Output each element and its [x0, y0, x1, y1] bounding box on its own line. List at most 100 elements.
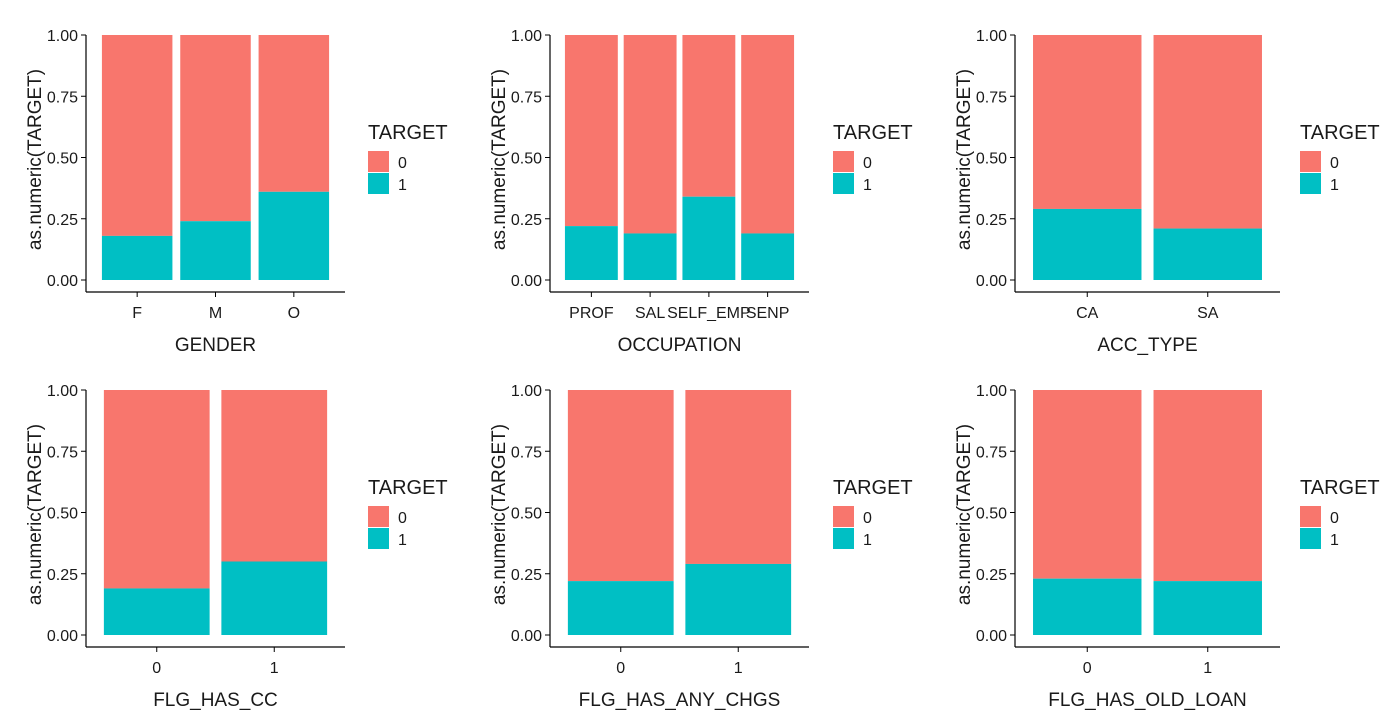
bar-target-1 — [221, 561, 328, 635]
bar-target-0 — [682, 35, 736, 197]
legend-title: TARGET — [833, 477, 913, 499]
bar-target-1 — [564, 226, 618, 280]
legend-title: TARGET — [368, 477, 448, 499]
bar-target-0 — [1153, 390, 1262, 582]
y-tick-label: 0.00 — [47, 273, 78, 290]
y-tick-label: 1.00 — [976, 28, 1007, 45]
legend-swatch-1 — [833, 173, 854, 194]
chart-panel-3: CA SA 0.00 0.25 0.50 0.75 1.00 ACC_TYPE as.numer… — [954, 28, 1380, 356]
y-tick-label: 0.25 — [511, 212, 542, 229]
bar-target-0 — [741, 35, 795, 234]
legend: TARGET 0 1 — [368, 122, 448, 194]
legend-label-0: 0 — [398, 510, 407, 527]
bar-target-1 — [1033, 578, 1142, 635]
bar-target-1 — [258, 191, 330, 280]
legend-label-0: 0 — [1330, 155, 1339, 172]
x-tick-label: SENP — [746, 305, 790, 322]
y-axis-title: as.numeric(TARGET) — [25, 424, 46, 605]
legend-label-1: 1 — [1330, 177, 1339, 194]
legend-swatch-0 — [833, 506, 854, 527]
legend-swatch-1 — [1300, 173, 1321, 194]
x-tick-label: 0 — [152, 660, 161, 677]
y-tick-label: 0.00 — [511, 273, 542, 290]
y-tick-label: 0.50 — [47, 151, 78, 168]
bar-target-0 — [103, 390, 210, 589]
y-tick-label: 0.50 — [976, 506, 1007, 523]
legend-swatch-0 — [368, 506, 389, 527]
bar-target-0 — [623, 35, 677, 234]
x-tick-label: 0 — [616, 660, 625, 677]
bar-target-0 — [258, 35, 330, 192]
chart-panel-6: 0 1 0.00 0.25 0.50 0.75 1.00 FLG_HAS_OLD_LOAN as… — [954, 383, 1380, 711]
y-axis-title: as.numeric(TARGET) — [25, 69, 46, 250]
y-tick-label: 0.50 — [511, 506, 542, 523]
legend-label-1: 1 — [1330, 532, 1339, 549]
y-tick-label: 0.00 — [47, 628, 78, 645]
legend: TARGET 0 1 — [1300, 477, 1380, 549]
legend-swatch-0 — [368, 151, 389, 172]
x-tick-label: 1 — [734, 660, 743, 677]
bar-target-0 — [1033, 35, 1142, 209]
x-tick-label: CA — [1076, 305, 1099, 322]
legend-title: TARGET — [1300, 122, 1380, 144]
legend: TARGET 0 1 — [1300, 122, 1380, 194]
legend-label-1: 1 — [863, 177, 872, 194]
x-axis-title: OCCUPATION — [618, 335, 742, 356]
x-tick-label: O — [288, 305, 300, 322]
chart-panel-1: F M O 0.00 0.25 0.50 0.75 1.00 GENDER as.numeric(… — [25, 28, 448, 356]
legend-label-0: 0 — [1330, 510, 1339, 527]
legend-label-1: 1 — [398, 177, 407, 194]
bar-target-1 — [682, 196, 736, 280]
y-axis-title: as.numeric(TARGET) — [954, 69, 975, 250]
y-tick-label: 0.25 — [976, 212, 1007, 229]
bar-target-1 — [180, 221, 251, 280]
bar-target-1 — [567, 581, 674, 635]
y-tick-label: 0.75 — [511, 89, 542, 106]
legend-swatch-1 — [368, 173, 389, 194]
y-axis-title: as.numeric(TARGET) — [489, 69, 510, 250]
x-tick-label: PROF — [569, 305, 614, 322]
x-axis-title: ACC_TYPE — [1097, 335, 1197, 356]
x-tick-label: SAL — [635, 305, 665, 322]
y-tick-label: 1.00 — [47, 383, 78, 400]
x-axis-title: GENDER — [175, 335, 256, 356]
y-tick-label: 0.25 — [47, 567, 78, 584]
y-tick-label: 0.75 — [511, 444, 542, 461]
x-axis-title: FLG_HAS_ANY_CHGS — [579, 690, 781, 711]
legend-swatch-0 — [1300, 151, 1321, 172]
bar-target-1 — [1153, 228, 1262, 280]
legend-title: TARGET — [833, 122, 913, 144]
legend-label-0: 0 — [863, 155, 872, 172]
x-tick-label: M — [209, 305, 222, 322]
legend-swatch-1 — [1300, 528, 1321, 549]
y-tick-label: 1.00 — [511, 28, 542, 45]
bar-target-0 — [180, 35, 251, 222]
legend-label-0: 0 — [863, 510, 872, 527]
bar-target-0 — [564, 35, 618, 227]
bar-target-0 — [101, 35, 173, 236]
bar-target-1 — [741, 233, 795, 280]
y-tick-label: 1.00 — [47, 28, 78, 45]
legend: TARGET 0 1 — [368, 477, 448, 549]
y-tick-label: 0.25 — [47, 212, 78, 229]
y-tick-label: 0.50 — [976, 151, 1007, 168]
y-axis-title: as.numeric(TARGET) — [954, 424, 975, 605]
bar-target-0 — [1033, 390, 1142, 579]
legend-label-1: 1 — [398, 532, 407, 549]
legend-swatch-1 — [833, 528, 854, 549]
x-tick-label: SELF_EMP — [667, 305, 751, 322]
x-tick-label: F — [132, 305, 142, 322]
y-tick-label: 0.75 — [976, 89, 1007, 106]
y-tick-label: 0.75 — [976, 444, 1007, 461]
legend-title: TARGET — [1300, 477, 1380, 499]
y-tick-label: 0.00 — [976, 628, 1007, 645]
y-tick-label: 1.00 — [511, 383, 542, 400]
y-tick-label: 0.25 — [511, 567, 542, 584]
y-tick-label: 0.75 — [47, 89, 78, 106]
x-tick-label: 0 — [1083, 660, 1092, 677]
x-axis-title: FLG_HAS_OLD_LOAN — [1048, 690, 1247, 711]
x-axis-title: FLG_HAS_CC — [153, 690, 278, 711]
